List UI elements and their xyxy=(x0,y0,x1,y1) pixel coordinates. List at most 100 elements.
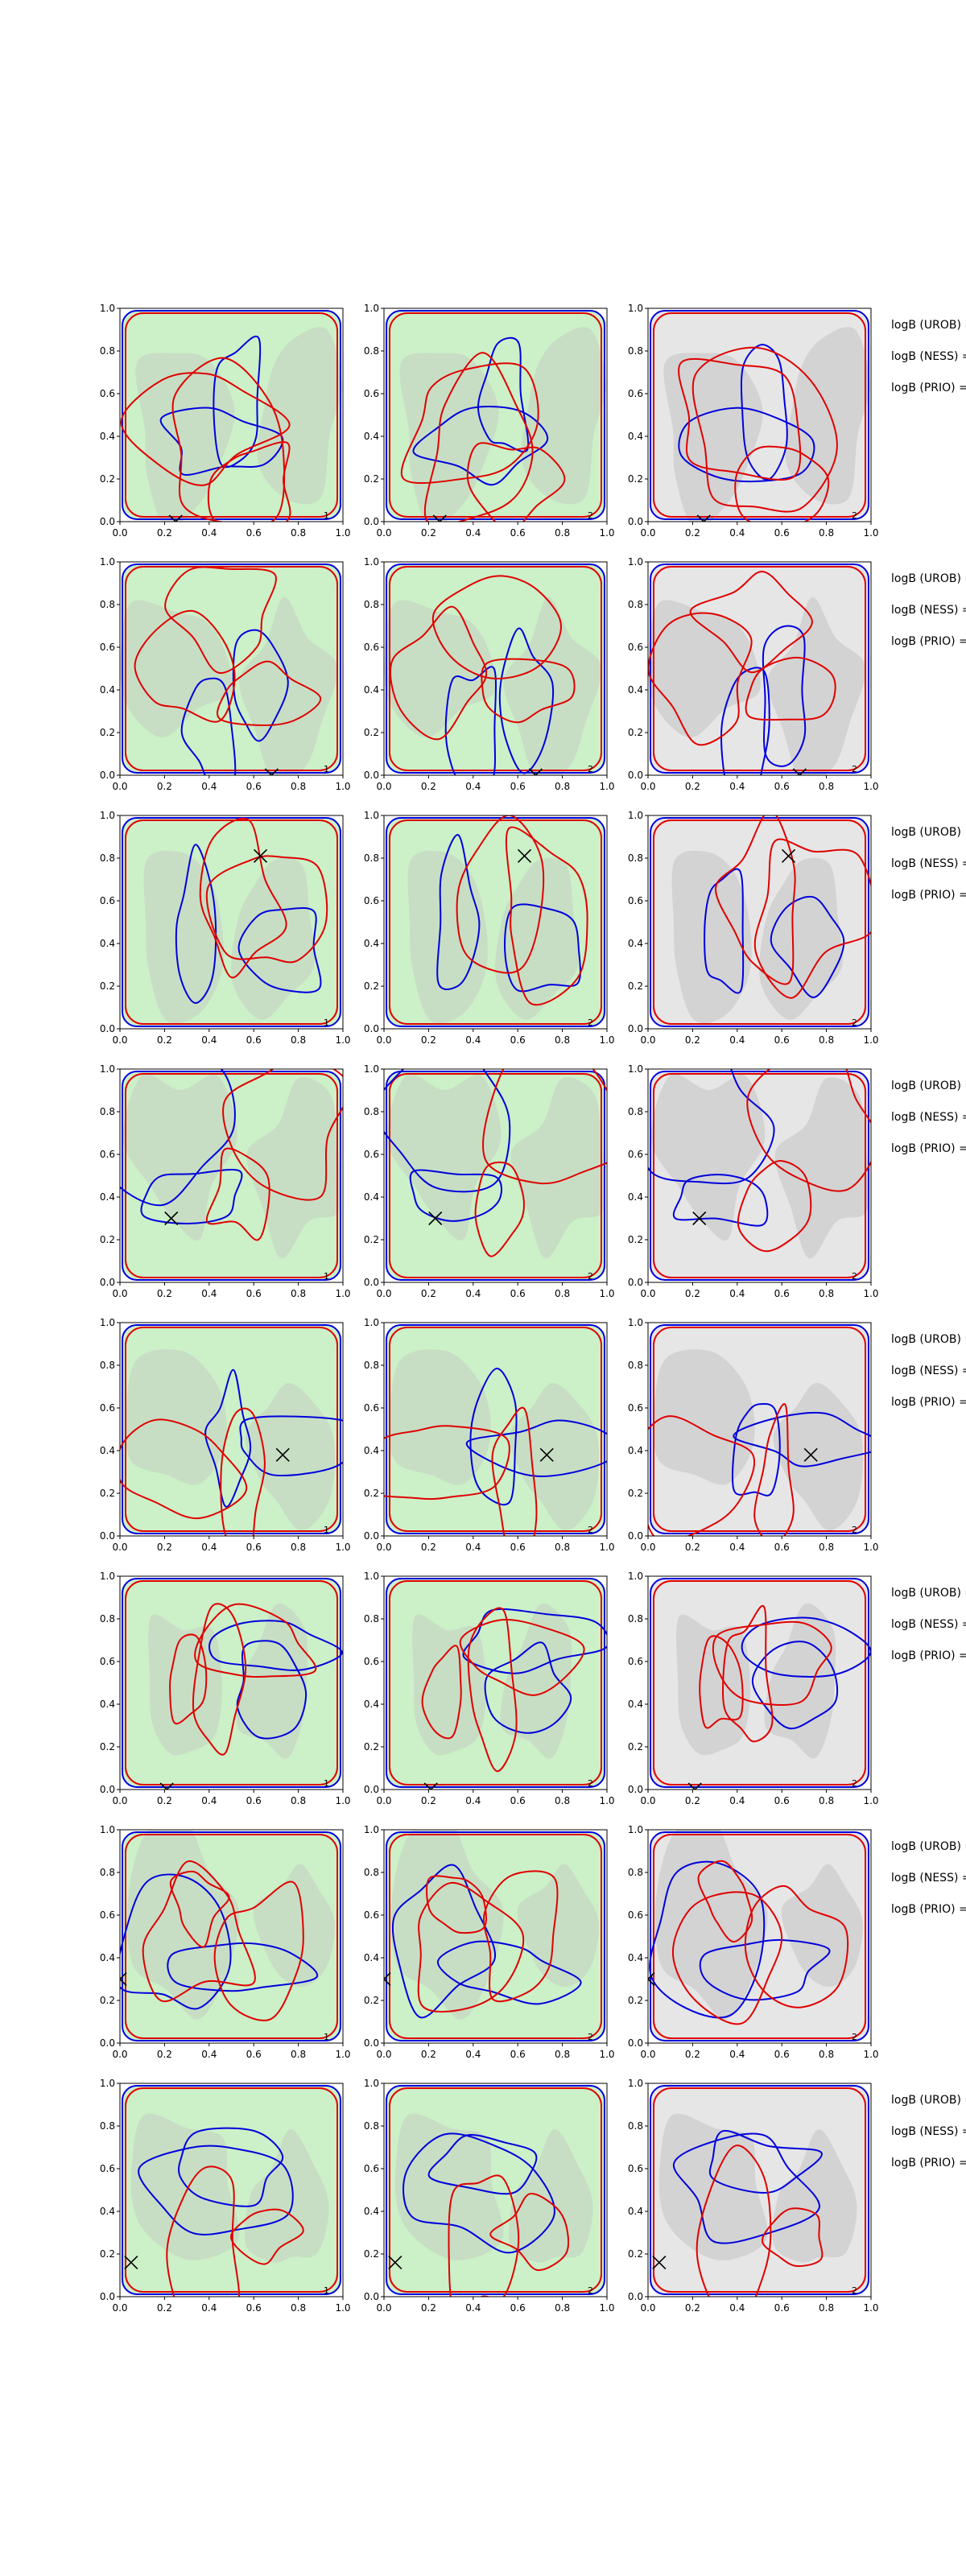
y-tick-label: 0.0 xyxy=(100,1277,115,1288)
x-tick-label: 0.2 xyxy=(421,1034,436,1046)
red-outer-contour xyxy=(125,1580,338,1785)
x-tick-label: 0.0 xyxy=(112,2049,127,2060)
x-tick-label: 0.8 xyxy=(555,781,570,792)
gray-density-region xyxy=(257,327,342,505)
x-tick-label: 1.0 xyxy=(335,781,350,792)
side-label-urob: logB (UROB) = xyxy=(891,2094,966,2107)
green-filled-region xyxy=(387,2087,604,2293)
gray-density-region xyxy=(246,1077,341,1259)
x-tick-label: 0.6 xyxy=(774,527,790,539)
y-tick-label: 0.6 xyxy=(628,642,643,653)
blue-outer-contour xyxy=(650,1578,869,1788)
side-label-prio: logB (PRIO) = xyxy=(891,1396,966,1409)
y-tick-label: 0.6 xyxy=(364,642,379,653)
red-contour xyxy=(481,1069,607,1185)
green-filled-region xyxy=(387,312,604,518)
red-contour xyxy=(691,346,838,513)
y-tick-label: 0.2 xyxy=(100,1234,115,1245)
y-tick-label: 0.8 xyxy=(628,852,643,864)
gray-density-region xyxy=(135,353,235,522)
y-tick-label: 0.8 xyxy=(364,852,379,864)
gray-density-region xyxy=(231,857,316,1020)
y-tick-label: 0.8 xyxy=(628,1613,643,1624)
panel-r6-c3: 2 0.0 0.2 0.4 0.6 0.8 1.0 0.0 0.2 0.4 0.6 0.8 1.0 xyxy=(628,1571,879,1806)
x-marker xyxy=(428,1211,443,1226)
x-tick-label: 0.4 xyxy=(201,2049,217,2060)
y-tick-label: 1.0 xyxy=(364,1063,379,1075)
x-tick-label: 1.0 xyxy=(335,1034,350,1046)
red-contour xyxy=(120,372,291,486)
gray-density-region xyxy=(495,857,580,1020)
blue-outer-contour xyxy=(386,817,605,1027)
panel-r1-c3: 2 0.0 0.2 0.4 0.6 0.8 1.0 0.0 0.2 0.4 0.6 0.8 1.0 xyxy=(628,303,879,539)
y-tick-label: 0.6 xyxy=(100,642,115,653)
side-label-urob: logB (UROB) = xyxy=(891,826,966,839)
green-filled-region xyxy=(387,1326,604,1533)
panel-corner-label: 2 xyxy=(588,1778,593,1789)
x-tick-label: 0.6 xyxy=(510,781,526,792)
x-tick-label: 0.2 xyxy=(685,527,700,539)
gray-density-region xyxy=(764,1603,836,1759)
panel-corner-label: 1 xyxy=(324,1525,329,1535)
x-tick-label: 0.4 xyxy=(729,2302,745,2314)
x-tick-label: 0.0 xyxy=(376,1288,391,1299)
x-tick-label: 0.2 xyxy=(685,2302,700,2314)
panel-corner-label: 2 xyxy=(852,1778,857,1789)
red-outer-contour xyxy=(653,1073,866,1278)
red-outer-contour xyxy=(125,1327,338,1532)
x-tick-label: 0.6 xyxy=(510,527,526,539)
x-tick-label: 1.0 xyxy=(863,1034,878,1046)
x-marker xyxy=(432,514,447,522)
blue-contour xyxy=(504,903,581,993)
panel-frame xyxy=(647,1068,872,1283)
x-tick-label: 0.8 xyxy=(819,527,834,539)
y-tick-label: 0.0 xyxy=(100,2291,115,2302)
side-label-urob: logB (UROB) = xyxy=(891,1080,966,1092)
y-tick-label: 0.0 xyxy=(364,2291,379,2302)
blue-outer-contour xyxy=(122,1578,341,1788)
x-tick-label: 1.0 xyxy=(335,1542,350,1553)
side-label-urob: logB (UROB) = xyxy=(891,572,966,585)
side-label-prio: logB (PRIO) = xyxy=(891,2157,966,2169)
panel-r3-c1: 1 0.0 0.2 0.4 0.6 0.8 1.0 0.0 0.2 0.4 0.6 0.8 1.0 xyxy=(100,810,351,1046)
panel-corner-label: 2 xyxy=(588,2032,593,2042)
y-tick-label: 0.6 xyxy=(100,2163,115,2174)
blue-contour xyxy=(731,1402,781,1496)
gray-filled-region xyxy=(651,2087,868,2293)
red-contour xyxy=(417,1881,525,2013)
x-tick-label: 0.8 xyxy=(291,2302,306,2314)
side-label-ness: logB (NESS) = xyxy=(891,350,966,363)
x-tick-label: 0.0 xyxy=(376,1542,391,1553)
green-filled-region xyxy=(387,1833,604,2040)
y-tick-label: 0.6 xyxy=(364,1149,379,1160)
x-marker xyxy=(692,1211,707,1226)
y-tick-label: 0.0 xyxy=(364,1277,379,1288)
red-contour xyxy=(134,609,236,723)
side-label-ness: logB (NESS) = xyxy=(891,2125,966,2138)
x-tick-label: 0.6 xyxy=(774,1034,790,1046)
side-label-prio: logB (PRIO) = xyxy=(891,1649,966,1662)
red-outer-contour xyxy=(653,819,866,1025)
red-contour xyxy=(423,352,534,522)
y-tick-label: 0.8 xyxy=(100,2120,115,2132)
y-tick-label: 0.4 xyxy=(364,431,379,442)
y-tick-label: 0.0 xyxy=(628,1277,643,1288)
x-tick-label: 1.0 xyxy=(599,1795,614,1806)
y-tick-label: 0.4 xyxy=(628,1952,643,1963)
panel-frame xyxy=(647,2083,872,2297)
x-tick-label: 0.2 xyxy=(421,2302,436,2314)
y-tick-label: 0.8 xyxy=(100,345,115,357)
y-tick-label: 0.4 xyxy=(364,1445,379,1456)
gray-density-region xyxy=(650,1074,766,1241)
y-tick-label: 0.8 xyxy=(100,599,115,610)
y-tick-label: 0.6 xyxy=(628,388,643,399)
y-tick-label: 0.2 xyxy=(364,473,379,485)
x-tick-label: 0.4 xyxy=(729,781,745,792)
y-tick-label: 1.0 xyxy=(100,1824,115,1835)
y-tick-label: 0.8 xyxy=(364,345,379,357)
x-tick-label: 0.4 xyxy=(465,1034,481,1046)
x-tick-label: 0.4 xyxy=(465,527,481,539)
x-marker xyxy=(164,1211,179,1226)
blue-contour xyxy=(672,1174,769,1227)
x-tick-label: 0.4 xyxy=(729,1795,745,1806)
